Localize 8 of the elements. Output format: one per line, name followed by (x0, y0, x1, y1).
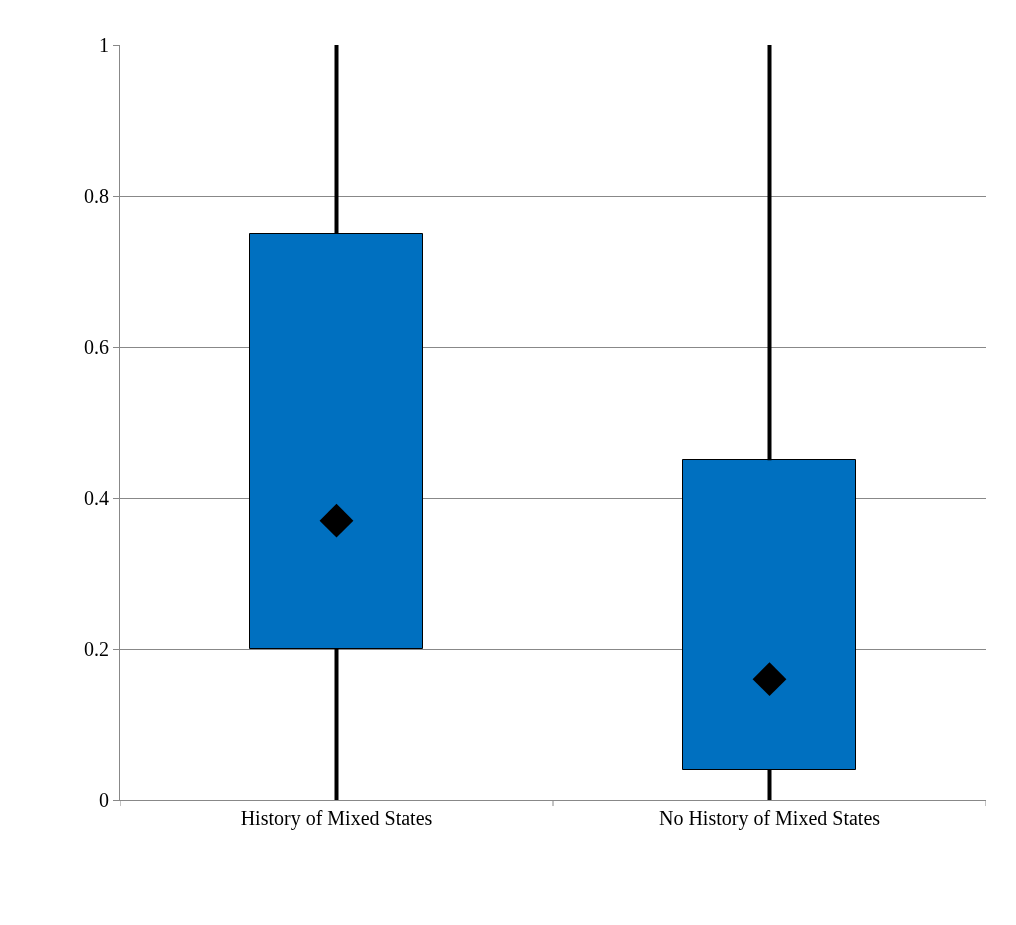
y-tick-label: 0.4 (84, 487, 109, 509)
x-tick-label: History of Mixed States (240, 807, 433, 830)
y-tick-label: 0.2 (84, 638, 109, 660)
y-tick-label: 0.6 (84, 336, 109, 358)
x-tick-label: No History of Mixed States (658, 807, 881, 830)
y-tick-label: 0.8 (84, 185, 109, 207)
y-tick-label: 1 (99, 34, 109, 56)
y-tick-label: 0 (99, 789, 109, 811)
